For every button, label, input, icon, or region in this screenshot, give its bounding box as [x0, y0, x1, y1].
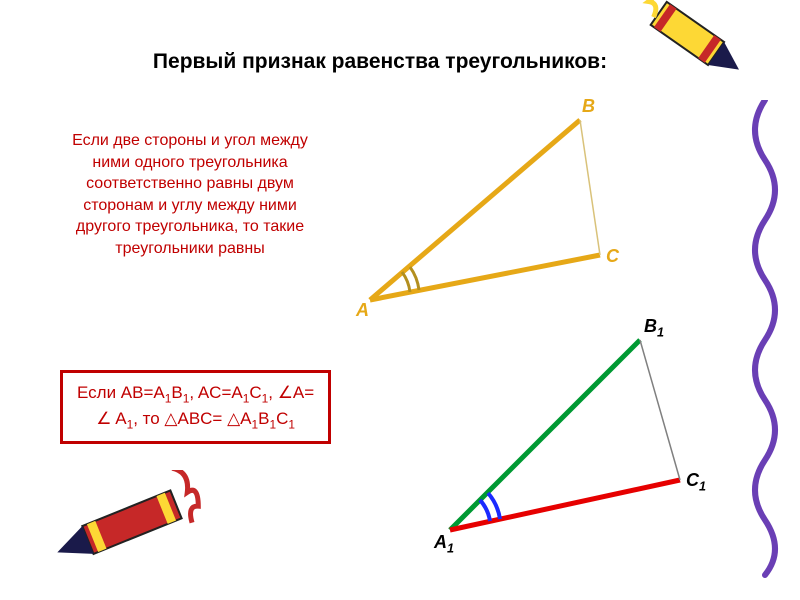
vertex-a-label: A [356, 300, 369, 321]
formula-line1: Если AB=A1B1, AC=A1C1, ∠A= [77, 383, 314, 402]
vertex-c1-label: C1 [686, 470, 706, 494]
triangle-a1b1c1: A1 B1 C1 [430, 320, 730, 550]
squiggle-icon [740, 100, 790, 585]
formula-box: Если AB=A1B1, AC=A1C1, ∠A= ∠ A1, то △ABC… [60, 370, 331, 444]
formula-line2: ∠ A1, то △ABC= △A1B1C1 [96, 409, 295, 428]
vertex-c-label: C [606, 246, 619, 267]
vertex-b1-label: B1 [644, 316, 664, 340]
triangle-abc: A B C [350, 100, 650, 320]
crayon-bottom-icon [40, 470, 210, 585]
vertex-b-label: B [582, 96, 595, 117]
theorem-text: Если две стороны и угол между ними одног… [60, 130, 320, 260]
vertex-a1-label: A1 [434, 532, 454, 556]
slide-title: Первый признак равенства треугольников: [100, 50, 660, 74]
